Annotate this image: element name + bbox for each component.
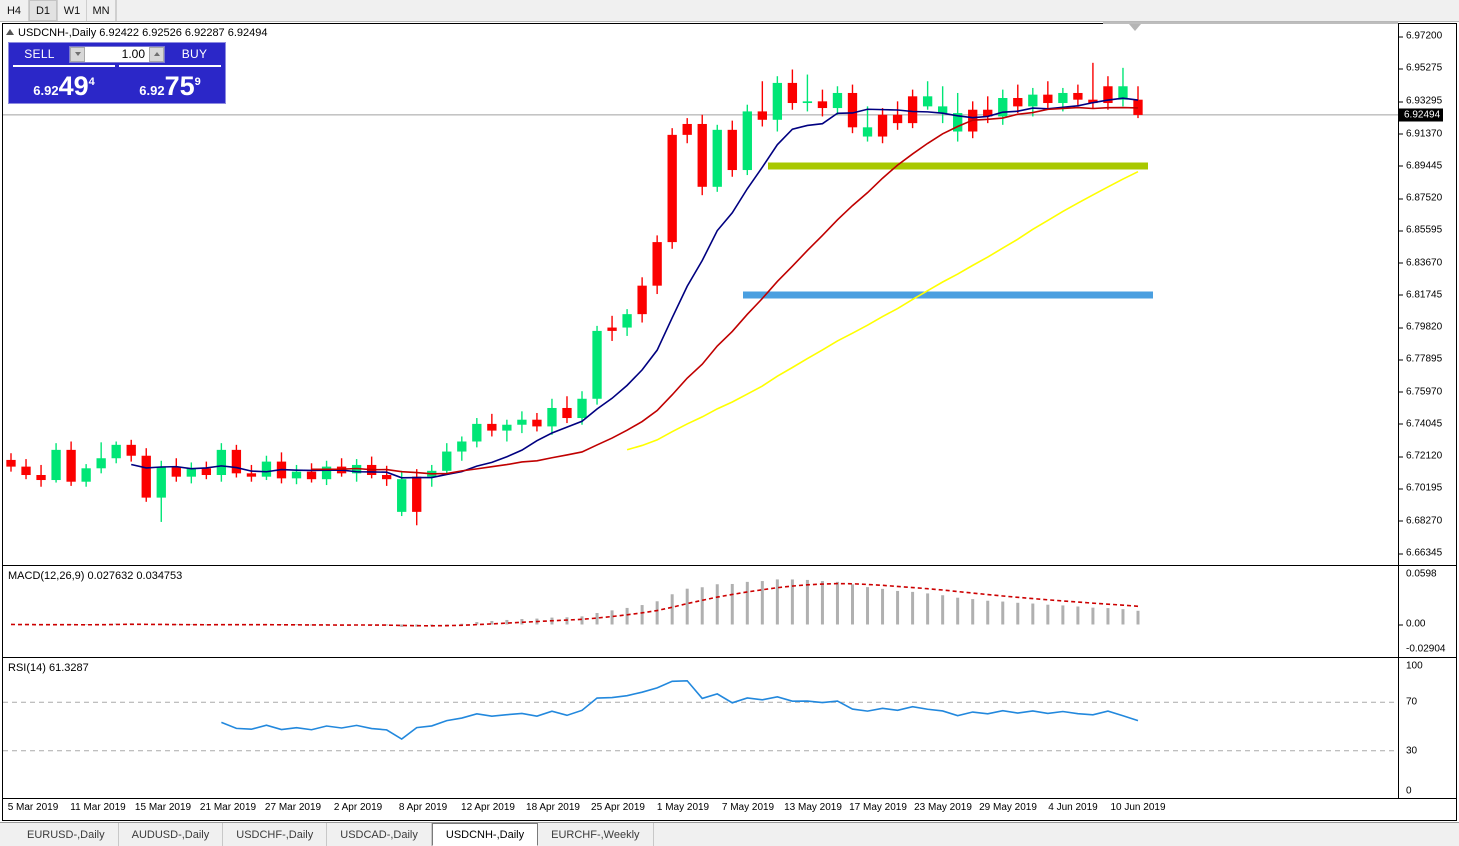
macd-indicator-label: MACD(12,26,9) 0.027632 0.034753 [8, 570, 183, 582]
rsi-tick: 30 [1406, 745, 1418, 757]
date-tick: 25 Apr 2019 [591, 802, 645, 813]
chart-frame[interactable]: 6.97200 6.95275 6.93295 6.91370 6.89445 6.875… [2, 22, 1457, 821]
sell-price-main: 49 [58, 71, 89, 101]
date-tick: 13 May 2019 [784, 802, 842, 813]
price-tick: 6.74045 [1399, 418, 1442, 429]
price-tick: 6.97200 [1399, 31, 1442, 42]
volume-input[interactable]: 1.00 [121, 46, 145, 61]
buy-price-fraction: 9 [194, 76, 201, 88]
timeframe-w1[interactable]: W1 [58, 0, 87, 21]
price-tick: 6.68270 [1399, 515, 1442, 526]
timeframe-toolbar: H4 D1 W1 MN [0, 0, 1459, 22]
price-tick: 6.81745 [1399, 289, 1442, 300]
sell-label[interactable]: SELL [24, 47, 55, 61]
date-tick: 2 Apr 2019 [333, 802, 383, 813]
date-tick: 21 Mar 2019 [199, 802, 257, 813]
chart-tab-usdcad[interactable]: USDCAD-,Daily [327, 823, 432, 846]
sell-price-button[interactable]: 6.92 49 4 [13, 65, 115, 100]
price-tick: 6.75970 [1399, 386, 1442, 397]
date-tick: 1 May 2019 [656, 802, 710, 813]
macd-axis[interactable]: 0.0598 0.00 -0.02904 [1398, 566, 1456, 657]
chart-title-text: USDCNH-,Daily 6.92422 6.92526 6.92287 6.… [18, 27, 268, 39]
timeframe-mn[interactable]: MN [87, 0, 116, 21]
macd-tick: 0.0598 [1406, 568, 1437, 580]
buy-label[interactable]: BUY [181, 47, 208, 61]
buy-price-main: 75 [164, 71, 195, 101]
macd-rsi-separator [3, 657, 1456, 658]
price-tick: 6.70195 [1399, 483, 1442, 494]
timeframe-h4[interactable]: H4 [0, 0, 29, 21]
price-tick: 6.89445 [1399, 160, 1442, 171]
price-tick: 6.87520 [1399, 193, 1442, 204]
date-tick: 10 Jun 2019 [1110, 802, 1166, 813]
chevron-down-icon [74, 52, 81, 56]
volume-stepper[interactable]: 1.00 [69, 45, 165, 63]
macd-tick: -0.02904 [1406, 643, 1446, 655]
date-axis[interactable]: 5 Mar 2019 11 Mar 2019 15 Mar 2019 21 Mar 2… [3, 798, 1456, 820]
price-tick: 6.93295 [1399, 96, 1442, 107]
price-tick: 6.77895 [1399, 354, 1442, 365]
chart-tab-eurusd[interactable]: EURUSD-,Daily [14, 823, 119, 846]
date-tick: 29 May 2019 [979, 802, 1037, 813]
chart-tab-usdcnh[interactable]: USDCNH-,Daily [431, 823, 539, 846]
collapse-triangle-icon[interactable] [6, 29, 14, 35]
rsi-axis[interactable]: 100 70 30 0 [1398, 658, 1456, 799]
date-tick: 27 Mar 2019 [264, 802, 322, 813]
chart-symbol-title: USDCNH-,Daily 6.92422 6.92526 6.92287 6.… [6, 27, 268, 39]
one-click-trading-panel[interactable]: SELL 1.00 BUY 6.92 49 4 6.92 75 9 [8, 42, 226, 104]
chart-tab-usdchf[interactable]: USDCHF-,Daily [223, 823, 328, 846]
price-macd-separator [3, 565, 1456, 566]
price-tick: 6.79820 [1399, 322, 1442, 333]
timeframe-d1[interactable]: D1 [29, 0, 58, 21]
date-tick: 4 Jun 2019 [1048, 802, 1098, 813]
sell-price-fraction: 4 [88, 76, 95, 88]
oct-top-row: SELL 1.00 BUY [9, 43, 225, 65]
date-tick: 12 Apr 2019 [461, 802, 515, 813]
price-tick: 6.83670 [1399, 257, 1442, 268]
macd-tick: 0.00 [1399, 619, 1425, 630]
volume-increase-button[interactable] [149, 46, 164, 62]
chart-top-rule [1103, 22, 1398, 24]
macd-chart-canvas[interactable] [3, 566, 1398, 657]
date-tick: 18 Apr 2019 [526, 802, 580, 813]
price-axis[interactable]: 6.97200 6.95275 6.93295 6.91370 6.89445 6.875… [1398, 24, 1456, 565]
toolbar-empty-area [116, 0, 1459, 21]
price-tick: 6.72120 [1399, 451, 1442, 462]
chart-tab-bar[interactable]: EURUSD-,Daily AUDUSD-,Daily USDCHF-,Daily U… [0, 822, 1459, 846]
chart-scroll-marker-icon[interactable] [1129, 24, 1141, 31]
rsi-tick: 100 [1406, 660, 1423, 672]
price-chart-canvas[interactable] [3, 24, 1398, 564]
volume-decrease-button[interactable] [70, 46, 85, 62]
date-tick: 11 Mar 2019 [70, 802, 126, 813]
date-tick: 15 Mar 2019 [134, 802, 192, 813]
price-tick: 6.95275 [1399, 63, 1442, 74]
rsi-chart-canvas[interactable] [3, 658, 1398, 799]
chevron-up-icon [153, 52, 160, 56]
rsi-tick: 0 [1406, 785, 1412, 797]
buy-price-button[interactable]: 6.92 75 9 [119, 65, 221, 100]
date-tick: 7 May 2019 [721, 802, 775, 813]
rsi-tick: 70 [1406, 696, 1418, 708]
buy-price-prefix: 6.92 [139, 83, 165, 98]
rsi-indicator-label: RSI(14) 61.3287 [8, 662, 89, 674]
current-price-tag: 6.92494 [1399, 108, 1444, 122]
chart-tab-audusd[interactable]: AUDUSD-,Daily [118, 823, 224, 846]
chart-tab-eurchf[interactable]: EURCHF-,Weekly [538, 823, 654, 846]
date-tick: 5 Mar 2019 [7, 802, 59, 813]
price-tick: 6.91370 [1399, 128, 1442, 139]
date-tick: 17 May 2019 [849, 802, 907, 813]
price-tick: 6.66345 [1399, 548, 1442, 559]
oct-price-row: 6.92 49 4 6.92 75 9 [9, 65, 225, 103]
sell-price-prefix: 6.92 [33, 83, 59, 98]
price-tick: 6.85595 [1399, 225, 1442, 236]
date-tick: 8 Apr 2019 [398, 802, 448, 813]
date-tick: 23 May 2019 [914, 802, 972, 813]
